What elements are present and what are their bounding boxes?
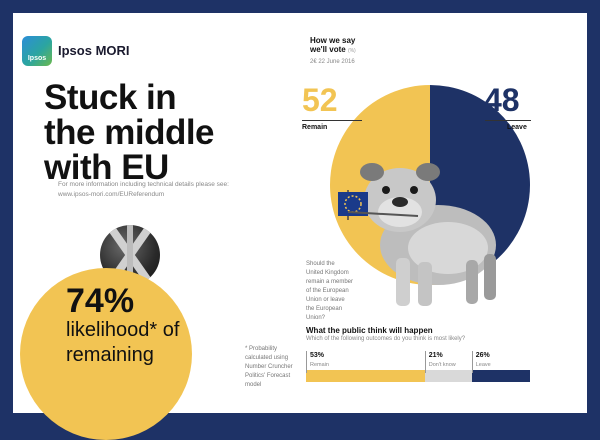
question-line: Union or leave <box>306 297 345 303</box>
outcome-label: Remain <box>310 362 329 368</box>
headline-line: the middle <box>44 113 215 152</box>
referendum-question: Should the United Kingdom remain a membe… <box>306 260 366 323</box>
outcome-percent: 26% <box>475 352 490 359</box>
outcome-percent: 53% <box>310 352 325 359</box>
question-line: United Kingdom <box>306 270 349 276</box>
info-text: For more information including technical… <box>58 180 268 200</box>
likelihood-label-line: likelihood* of <box>66 319 180 341</box>
question-line: the European <box>306 306 343 312</box>
question-line: of the European <box>306 288 349 294</box>
outcomes-subtitle: Which of the following outcomes do you t… <box>306 336 466 342</box>
vote-date: 2€ 22 June 2016 <box>310 59 355 65</box>
likelihood-circle <box>20 268 192 440</box>
leave-value: 48 <box>484 82 520 118</box>
info-line: For more information including technical… <box>58 181 229 188</box>
logo-text: Ipsos <box>27 55 47 62</box>
outcome-bar-leave <box>471 370 530 382</box>
remain-underline <box>302 120 362 121</box>
probability-footnote: * Probability calculated using Number Cr… <box>245 345 315 390</box>
info-url[interactable]: www.ipsos-mori.com/EUReferendum <box>58 191 165 198</box>
outcomes-title: What the public think will happen <box>306 326 433 335</box>
footnote-line: model <box>245 382 262 388</box>
footnote-line: calculated using <box>245 355 289 361</box>
outcome-bar-remain <box>306 370 425 382</box>
outcome-divider <box>424 351 426 373</box>
brand-name: Ipsos MORI <box>58 43 130 58</box>
likelihood-label-line: remaining <box>66 344 154 366</box>
remain-label: Remain <box>302 124 328 131</box>
outcome-percent: 21% <box>428 352 443 359</box>
ipsos-logo: Ipsos <box>22 36 52 66</box>
vote-title: How we say we'll vote (%) <box>310 36 356 56</box>
headline-line: with EU <box>44 148 169 187</box>
vote-title-tag: (%) <box>347 48 356 54</box>
footnote-line: Politics' Forecast <box>245 373 291 379</box>
outcome-divider <box>471 351 473 373</box>
headline: Stuck in the middle with EU <box>44 80 284 185</box>
question-line: Should the <box>306 261 335 267</box>
outcome-bar-don-t-know <box>424 370 472 382</box>
leave-underline <box>485 120 531 121</box>
outcome-label: Leave <box>475 362 491 368</box>
question-line: Union? <box>306 315 326 321</box>
bulldog-with-eu-flag-illustration <box>338 163 496 306</box>
outcome-divider <box>306 351 307 373</box>
question-line: remain a member <box>306 279 354 285</box>
vote-title-line: we'll vote <box>310 45 346 54</box>
remain-value: 52 <box>302 82 338 118</box>
likelihood-value: 74% <box>66 282 135 320</box>
vote-title-line: How we say <box>310 36 356 45</box>
footnote-line: * Probability <box>245 346 278 352</box>
leave-label: Leave <box>507 124 527 131</box>
footnote-line: Number Cruncher <box>245 364 293 370</box>
headline-line: Stuck in <box>44 78 177 117</box>
outcome-label: Don't know <box>428 362 456 368</box>
likelihood-label: likelihood* of remaining <box>66 318 179 368</box>
